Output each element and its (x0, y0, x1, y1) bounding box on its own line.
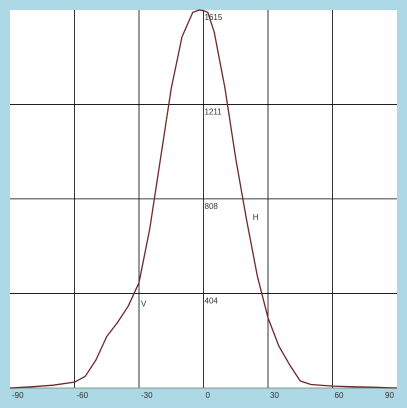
tick-labels: -90 -60 -30 0 30 60 90 404 808 1211 1615 (12, 13, 394, 400)
y-tick-label: 1615 (205, 13, 223, 22)
series-line-h (203, 10, 398, 389)
x-tick-label: 60 (335, 391, 344, 400)
x-tick-label: 30 (270, 391, 279, 400)
y-tick-label: 808 (205, 202, 219, 211)
series-label-h: H (253, 213, 259, 222)
y-tick-label: 1211 (205, 108, 223, 117)
series-line-v (9, 9, 204, 389)
series-label-v: V (141, 300, 147, 309)
x-tick-label: -30 (141, 391, 153, 400)
x-tick-label: 0 (206, 391, 211, 400)
x-tick-label: -60 (77, 391, 89, 400)
series-layer: VH (9, 9, 398, 389)
grid (10, 10, 397, 389)
x-tick-label: -90 (12, 391, 24, 400)
x-tick-label: 90 (385, 391, 394, 400)
y-tick-label: 404 (205, 296, 219, 305)
